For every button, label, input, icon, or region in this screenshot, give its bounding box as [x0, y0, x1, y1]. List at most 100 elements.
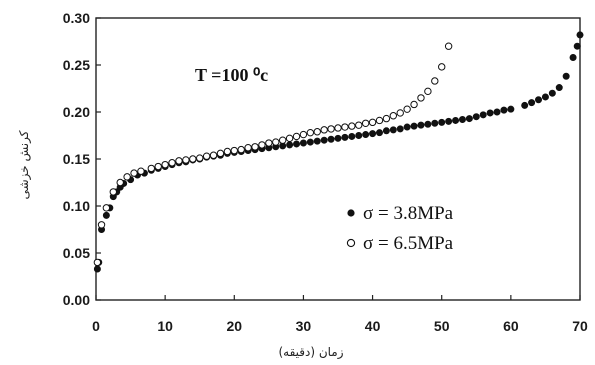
x-tick-label: 60 [503, 318, 519, 334]
data-point-filled [389, 126, 397, 134]
data-point-open [292, 132, 301, 141]
x-tick-label: 0 [92, 318, 100, 334]
x-tick-label: 70 [572, 318, 588, 334]
data-point-filled [573, 42, 581, 50]
axis-ticks [95, 17, 581, 301]
data-point-open [389, 112, 398, 120]
data-point-filled [507, 105, 515, 113]
series-3-8mpa [93, 31, 584, 273]
data-point-open [299, 130, 308, 139]
data-point-filled [452, 116, 460, 124]
data-point-filled [348, 132, 356, 140]
plot-frame [95, 17, 581, 301]
data-point-open [175, 157, 183, 165]
data-point-open [410, 100, 418, 109]
data-point-filled [410, 122, 418, 130]
legend-label-6-5mpa: σ = 6.5MPa [363, 233, 454, 254]
data-point-open [168, 159, 176, 167]
legend-label-3-8mpa: σ = 3.8MPa [363, 203, 454, 224]
data-point-filled [355, 132, 363, 140]
data-point-filled [576, 31, 584, 39]
data-point-filled [382, 127, 390, 135]
data-point-filled [555, 84, 563, 92]
x-tick-label: 30 [296, 318, 312, 334]
data-point-open [123, 173, 131, 181]
data-point-open [265, 139, 273, 147]
data-point-open [251, 143, 259, 151]
data-point-open [285, 134, 294, 143]
data-point-filled [541, 93, 549, 101]
legend-marker-3-8mpa [347, 209, 355, 217]
data-point-filled [424, 120, 432, 128]
data-point-open [403, 105, 411, 113]
x-tick-labels: 0 10 20 30 40 50 60 70 [92, 318, 588, 334]
data-point-filled [479, 111, 487, 119]
y-tick-label: 0.00 [63, 292, 90, 308]
data-point-open [424, 87, 432, 96]
data-point-open [209, 151, 218, 159]
data-point-filled [396, 125, 404, 133]
data-point-open [258, 141, 266, 149]
data-point-open [272, 138, 280, 146]
data-point-open [116, 178, 124, 187]
data-point-open [375, 116, 384, 125]
data-point-filled [341, 133, 349, 141]
data-point-filled [562, 72, 570, 80]
data-point-open [361, 119, 370, 127]
x-tick-label: 20 [226, 318, 242, 334]
x-tick-label: 50 [434, 318, 450, 334]
data-point-open [341, 123, 349, 131]
data-point-filled [493, 108, 501, 116]
data-point-open [417, 94, 425, 102]
data-point-filled [438, 118, 446, 126]
y-tick-label: 0.25 [63, 57, 90, 73]
data-point-filled [500, 106, 508, 114]
data-point-filled [569, 53, 577, 61]
data-point-filled [313, 137, 321, 145]
x-axis-title: زمان (دقیقه) [278, 345, 343, 360]
data-point-filled [445, 117, 453, 125]
data-point-filled [102, 211, 110, 219]
data-point-filled [431, 119, 439, 127]
data-point-open [438, 63, 446, 71]
data-point-open [348, 122, 356, 130]
data-point-open [355, 121, 363, 129]
x-tick-label: 40 [365, 318, 381, 334]
data-point-filled [548, 89, 556, 97]
data-point-filled [458, 116, 466, 124]
data-point-filled [327, 135, 335, 143]
y-tick-label: 0.05 [63, 245, 90, 261]
series-6-5mpa [93, 42, 453, 267]
data-point-filled [472, 113, 480, 121]
data-point-open [306, 128, 315, 137]
x-tick-label: 10 [157, 318, 173, 334]
data-point-filled [417, 121, 425, 129]
y-tick-label: 0.20 [63, 104, 90, 120]
data-point-filled [403, 123, 411, 131]
data-point-open [102, 204, 111, 212]
data-point-open [97, 221, 106, 229]
data-point-filled [369, 130, 377, 138]
y-tick-labels: 0.00 0.05 0.10 0.15 0.20 0.25 0.30 [63, 10, 90, 308]
data-point-filled [286, 141, 294, 149]
data-point-open [161, 160, 169, 169]
data-point-open [230, 146, 238, 155]
data-point-open [327, 125, 335, 133]
data-points [93, 31, 584, 273]
data-point-filled [306, 138, 314, 146]
data-point-filled [299, 139, 307, 147]
data-point-open [237, 145, 245, 154]
data-point-filled [334, 134, 342, 142]
data-point-open [368, 118, 377, 127]
data-point-open [320, 126, 328, 134]
data-point-open [382, 114, 391, 123]
data-point-filled [465, 115, 473, 123]
data-point-open [109, 188, 117, 196]
y-tick-label: 0.30 [63, 10, 90, 26]
data-point-open [196, 154, 204, 162]
data-point-filled [521, 101, 529, 109]
data-point-filled [293, 140, 301, 148]
data-point-open [93, 258, 102, 267]
data-point-open [444, 42, 453, 50]
